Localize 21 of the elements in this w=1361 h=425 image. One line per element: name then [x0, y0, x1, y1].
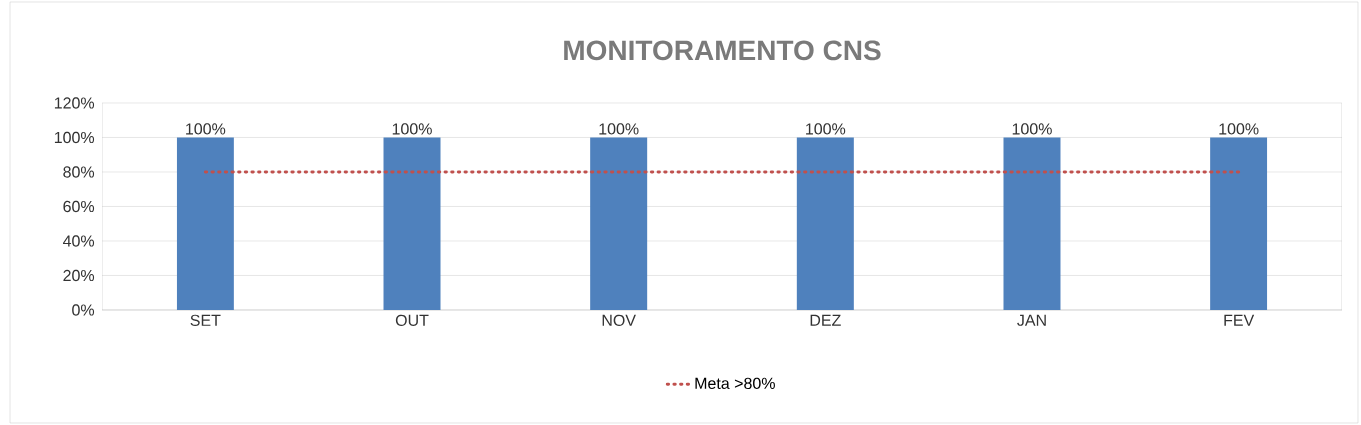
y-tick-label: 0% — [72, 304, 95, 316]
y-tick-label: 60% — [63, 200, 95, 213]
data-label: 100% — [1012, 123, 1052, 135]
x-tick-label: OUT — [395, 314, 429, 327]
data-label: 100% — [1219, 123, 1259, 135]
data-label: 100% — [392, 123, 432, 135]
x-tick-label: NOV — [602, 314, 636, 327]
x-tick-label: FEV — [1224, 314, 1255, 326]
y-tick-label: 20% — [63, 269, 95, 282]
y-tick-label: 120% — [54, 97, 95, 109]
x-tick-label: DEZ — [810, 314, 841, 326]
legend-label: Meta >80% — [695, 377, 775, 390]
chart-title: MONITORAMENTO CNS — [564, 40, 881, 61]
y-tick-label: 40% — [63, 235, 95, 247]
data-label: 100% — [806, 123, 846, 135]
data-label: 100% — [599, 123, 639, 135]
y-tick-label: 100% — [54, 131, 95, 144]
x-tick-label: JAN — [1017, 314, 1046, 326]
data-label: 100% — [186, 123, 226, 135]
x-tick-label: SET — [190, 314, 221, 327]
y-tick-label: 80% — [63, 166, 95, 178]
